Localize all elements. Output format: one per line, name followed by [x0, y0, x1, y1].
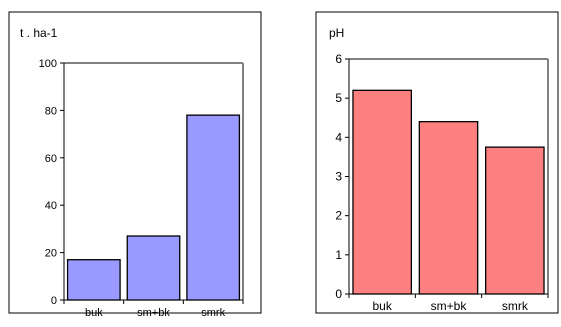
x-tick-label: buk	[85, 307, 103, 319]
y-tick-label: 20	[45, 248, 57, 260]
y-tick-label: 80	[45, 105, 57, 117]
bar-buk	[352, 89, 413, 295]
y-tick-label: 40	[45, 200, 57, 212]
bar-smrk	[186, 114, 241, 301]
bar-buk	[66, 259, 121, 301]
x-tick-label: smrk	[502, 299, 529, 313]
y-tick-label: 3	[335, 170, 342, 184]
bar-smrk	[484, 146, 545, 295]
y-tick-label: 0	[335, 287, 342, 301]
y-tick-label: 100	[39, 58, 57, 70]
y-axis-label: pH	[329, 26, 344, 40]
y-tick-label: 4	[335, 130, 342, 144]
y-tick-label: 6	[335, 52, 342, 66]
y-tick-label: 0	[51, 295, 57, 307]
y-tick-label: 2	[335, 209, 342, 223]
x-tick-label: buk	[372, 299, 392, 313]
x-tick-label: sm+bk	[431, 299, 468, 313]
bar-sm+bk	[418, 121, 479, 295]
bar-sm+bk	[126, 235, 181, 301]
chart-1: t . ha-1 0 20 40 60 80 100 buk sm+bk smrk	[8, 11, 262, 319]
y-axis-label: t . ha-1	[20, 26, 58, 40]
x-tick-label: smrk	[201, 307, 225, 319]
y-tick-label: 1	[335, 248, 342, 262]
x-tick-label: sm+bk	[137, 307, 170, 319]
y-tick-label: 60	[45, 153, 57, 165]
y-tick-label: 5	[335, 91, 342, 105]
chart-2: pH 0 1 2 3 4 5 6 buk sm+bk smrk	[315, 11, 559, 314]
